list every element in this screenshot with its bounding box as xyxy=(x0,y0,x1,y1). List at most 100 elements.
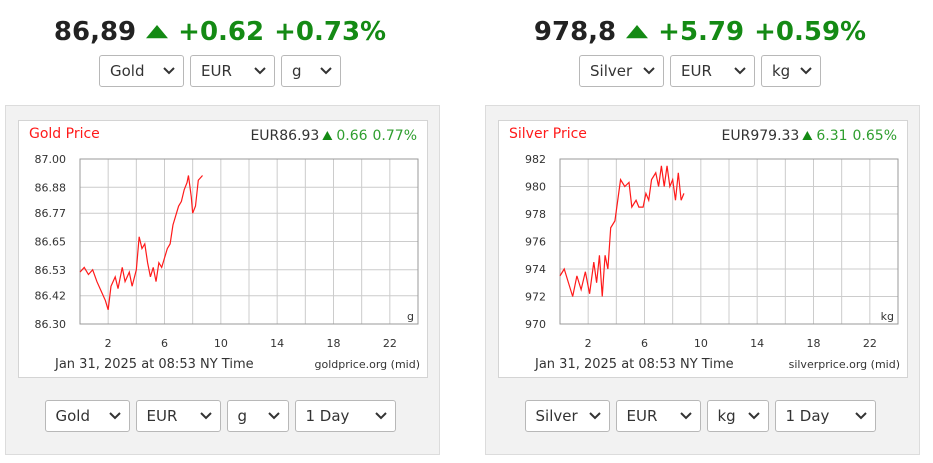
up-arrow-icon xyxy=(146,25,169,39)
select-text: kg xyxy=(717,407,736,425)
price-header: 978,8 +5.79 +0.59% xyxy=(480,14,920,50)
chevron-icon xyxy=(267,412,280,420)
select-text: 1 Day xyxy=(305,407,350,425)
chevron-icon xyxy=(108,412,121,420)
change-pct: +0.73% xyxy=(274,17,387,47)
footer-right: goldprice.org (mid) xyxy=(315,358,421,371)
x-tick-label: 10 xyxy=(214,337,228,350)
plot-frame xyxy=(79,158,419,325)
chevron xyxy=(108,412,121,420)
price: 978,8 xyxy=(533,17,617,47)
quote-arrow xyxy=(322,131,333,140)
select-text: EUR xyxy=(201,62,232,80)
select-text: EUR xyxy=(681,62,712,80)
chevron xyxy=(374,412,387,420)
change: +0.62 xyxy=(178,17,265,47)
select-text: EUR xyxy=(146,407,178,425)
x-tick-label: 14 xyxy=(270,337,284,350)
chart: Gold Price 0.77% 0.66 EUR86.93 86.30 86.42 86.… xyxy=(29,126,421,372)
chart-title: Gold Price xyxy=(29,126,100,142)
quote: EUR979.33 xyxy=(722,128,800,144)
chevron-icon xyxy=(199,412,212,420)
chevron-icon xyxy=(800,67,812,75)
select[interactable]: Silver xyxy=(579,55,664,87)
x-tick-label: 6 xyxy=(161,337,168,350)
x-tick-label: 2 xyxy=(585,337,592,350)
y-tick-label: 87.00 xyxy=(35,153,67,166)
quote-change-pct: 0.77% xyxy=(373,128,417,144)
change-pct: +0.59% xyxy=(754,17,867,47)
up-arrow xyxy=(626,25,649,39)
change: +5.79 xyxy=(658,17,745,47)
select-text: Gold xyxy=(55,407,91,425)
up-arrow xyxy=(146,25,169,39)
select-text: Silver xyxy=(535,407,578,425)
quote-arrow xyxy=(802,131,813,140)
chart-box: Silver Price 0.65% 6.31 EUR979.33 970 972 974 9… xyxy=(498,120,908,378)
select[interactable]: g xyxy=(281,55,341,87)
y-tick-label: 86.88 xyxy=(35,181,67,194)
select-text: EUR xyxy=(626,407,658,425)
select[interactable]: kg xyxy=(706,400,769,432)
chart-box: Gold Price 0.77% 0.66 EUR86.93 86.30 86.42 86.… xyxy=(18,120,428,378)
price-widget: 86,89 +0.62 +0.73% Gold EUR g Gold EUR g 1 Day Gol… xyxy=(0,0,440,463)
x-tick-label: 18 xyxy=(807,337,821,350)
x-tick-label: 14 xyxy=(750,337,764,350)
price-header: 86,89 +0.62 +0.73% xyxy=(0,14,440,50)
chevron xyxy=(679,412,692,420)
chevron xyxy=(254,67,266,75)
select-text: 1 Day xyxy=(785,407,830,425)
up-arrow-icon xyxy=(626,25,649,39)
select[interactable]: g xyxy=(226,400,289,432)
y-tick-label: 982 xyxy=(525,153,546,166)
price: 86,89 xyxy=(53,17,137,47)
quote-change-pct: 0.65% xyxy=(853,128,897,144)
select[interactable]: Silver xyxy=(524,400,610,432)
chevron-icon xyxy=(854,412,867,420)
chart: Silver Price 0.65% 6.31 EUR979.33 970 972 974 9… xyxy=(509,126,900,372)
price-line xyxy=(79,175,203,311)
chevron-icon xyxy=(734,67,746,75)
plot-frame xyxy=(559,158,899,325)
select[interactable]: EUR xyxy=(135,400,221,432)
select[interactable]: kg xyxy=(761,55,821,87)
quote-change: 6.31 xyxy=(816,128,847,144)
select[interactable]: Gold xyxy=(99,55,184,87)
y-tick-label: 980 xyxy=(525,181,546,194)
select[interactable]: Gold xyxy=(44,400,130,432)
y-tick-label: 970 xyxy=(525,318,546,331)
chevron xyxy=(643,67,655,75)
select[interactable]: 1 Day xyxy=(294,400,396,432)
top-selects: Gold EUR g xyxy=(0,55,440,87)
select[interactable]: EUR xyxy=(615,400,701,432)
chevron-icon xyxy=(679,412,692,420)
y-tick-label: 976 xyxy=(525,236,546,249)
chevron-icon xyxy=(643,67,655,75)
x-tick-label: 2 xyxy=(105,337,112,350)
y-tick-label: 86.53 xyxy=(35,264,67,277)
chevron xyxy=(320,67,332,75)
y-tick-label: 86.77 xyxy=(35,207,67,220)
x-tick-label: 6 xyxy=(641,337,648,350)
chevron xyxy=(163,67,175,75)
select-text: g xyxy=(292,62,302,80)
select[interactable]: EUR xyxy=(670,55,755,87)
chevron-icon xyxy=(374,412,387,420)
select-text: g xyxy=(237,407,248,425)
y-tick-label: 978 xyxy=(525,208,546,221)
chevron xyxy=(747,412,760,420)
bottom-selects: Gold EUR g 1 Day xyxy=(0,400,440,432)
select[interactable]: EUR xyxy=(190,55,275,87)
chevron xyxy=(734,67,746,75)
chevron xyxy=(588,412,601,420)
price-line xyxy=(559,165,685,297)
chevron xyxy=(199,412,212,420)
select-text: Silver xyxy=(590,62,633,80)
x-tick-label: 18 xyxy=(327,337,341,350)
select[interactable]: 1 Day xyxy=(774,400,876,432)
unit-label: kg xyxy=(881,310,894,323)
x-tick-label: 10 xyxy=(694,337,708,350)
y-tick-label: 974 xyxy=(525,263,546,276)
chevron xyxy=(800,67,812,75)
